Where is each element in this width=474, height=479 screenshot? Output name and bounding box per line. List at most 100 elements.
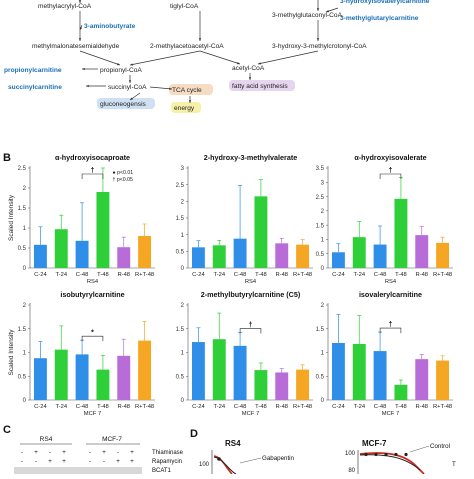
bar [275,372,289,400]
bar [212,245,226,268]
bar [394,198,408,268]
pathway-node-label: 3-methylglutaconyl-CoA [272,12,343,19]
bar [33,358,47,400]
curve [213,456,237,475]
y-tick-label: 2 [321,303,325,309]
significance-bracket [239,328,262,334]
pathway-arrowhead [128,80,132,83]
y-axis-label: Scaled Intensity [8,329,15,376]
pathway-diagram: methylacrylyl-CoA 3-aminobutyrate tiglyl-C… [4,0,430,113]
y-tick-label: 1.5 [316,223,325,229]
blot-strip [14,467,142,474]
treatment-sign: + [116,458,120,465]
bar [352,237,366,268]
y-tick-label: 3.5 [316,166,325,172]
y-tick-label: 1.5 [176,216,185,222]
bar [33,244,47,268]
x-tick-label: C-24 [332,272,345,278]
bar [54,229,68,268]
pathway-process-box [171,102,201,113]
y-tick-label: 0.5 [18,374,27,380]
significance-mark: † [249,322,253,329]
y-tick-label: 1 [321,238,325,244]
x-tick-label: R-48 [117,404,130,410]
bar [373,244,387,268]
y-tick-label: 1 [23,351,27,357]
y-tick-label: 2 [181,303,185,309]
chart-title: isobutyrylcarnitine [60,290,124,299]
y-tick-label: 1 [181,351,185,357]
row-label: Thiaminase [152,450,184,456]
pathway-marker-label: 3-aminobutyrate [84,23,136,30]
bar-chart: 2-methylbutyrylcarnitine (C5) 0 0.5 1 1.5 2 C-… [176,290,313,417]
bar [331,252,345,268]
y-tick-label: 2.5 [316,195,325,201]
x-tick-label: C-48 [76,404,89,410]
curve-point [217,457,221,461]
significance-bracket [379,327,402,334]
pathway-node-label: tiglyl-CoA [170,3,199,10]
pathway-arrowhead [117,62,120,66]
x-tick-label: R+T-48 [135,404,154,410]
pathway-arrowhead [78,38,82,41]
bar [54,349,68,400]
curve-label: Control [430,443,450,450]
x-tick-label: C-24 [34,272,47,278]
x-tick-label: T-24 [55,404,67,410]
y-tick-label: 80 [348,468,355,474]
pathway-process-box [169,84,213,95]
pathway-arrowhead [248,77,252,80]
pathway-marker-label: succinylcarnitine [8,84,62,91]
x-tick-label: R+T-48 [433,404,452,410]
y-tick-label: 1 [181,233,185,239]
y-tick-label: 0.5 [316,374,325,380]
chart-title: α-hydroxyisovalerate [354,153,426,162]
y-tick-label: 2.5 [176,183,185,189]
x-tick-label: R+T-48 [433,272,452,278]
significance-mark: † [389,168,393,175]
group-label: RS4 [385,279,397,285]
chart-title: isovalerylcarnitine [359,290,422,299]
pathway-arrowhead [86,84,89,88]
y-tick-label: 1.5 [316,327,325,333]
bar [233,345,247,400]
y-tick-label: 0.5 [18,246,27,252]
bar [394,384,408,400]
panel-d-label: D [190,428,198,440]
x-tick-label: C-24 [192,404,205,410]
treatment-sign: - [89,458,91,465]
curve-label: Gabapentin [262,455,295,462]
pathway-arrowhead [130,97,133,100]
x-tick-label: T-48 [395,272,407,278]
bar [117,355,131,400]
treatment-sign: - [21,458,23,465]
bar [191,247,205,268]
y-tick-label: 2 [23,303,27,309]
x-tick-label: T-48 [97,404,109,410]
chart-title: α-hydroxyisocaproate [55,153,130,162]
pathway-arrow [79,50,121,66]
panel-d-subtitle: RS4 [225,439,241,448]
bar [296,244,310,268]
y-tick-label: 0.5 [176,250,185,256]
y-tick-label: 1 [321,351,325,357]
y-tick-label: 1.5 [176,327,185,333]
y-tick-label: 3 [321,180,325,186]
y-tick-label: 2.5 [18,166,27,172]
pathway-node-label: methylacrylyl-CoA [38,3,92,10]
bar [75,354,89,400]
curve-point [394,452,398,457]
curve [213,455,233,475]
legend-p05: † p<0.05 [113,177,133,183]
x-tick-label: R+T-48 [293,272,312,278]
pathway-arrow [199,50,241,65]
treatment-sign: - [89,449,91,456]
pathway-node-label: energy [174,105,195,112]
bar [415,359,429,400]
bar-chart: α-hydroxyisovalerate 0 0.5 1 1.5 2 2.5 3 3.5 C-24… [316,153,453,285]
pathway-arrow [129,50,201,66]
treatment-sign: - [117,449,119,456]
x-tick-label: T-24 [55,272,67,278]
